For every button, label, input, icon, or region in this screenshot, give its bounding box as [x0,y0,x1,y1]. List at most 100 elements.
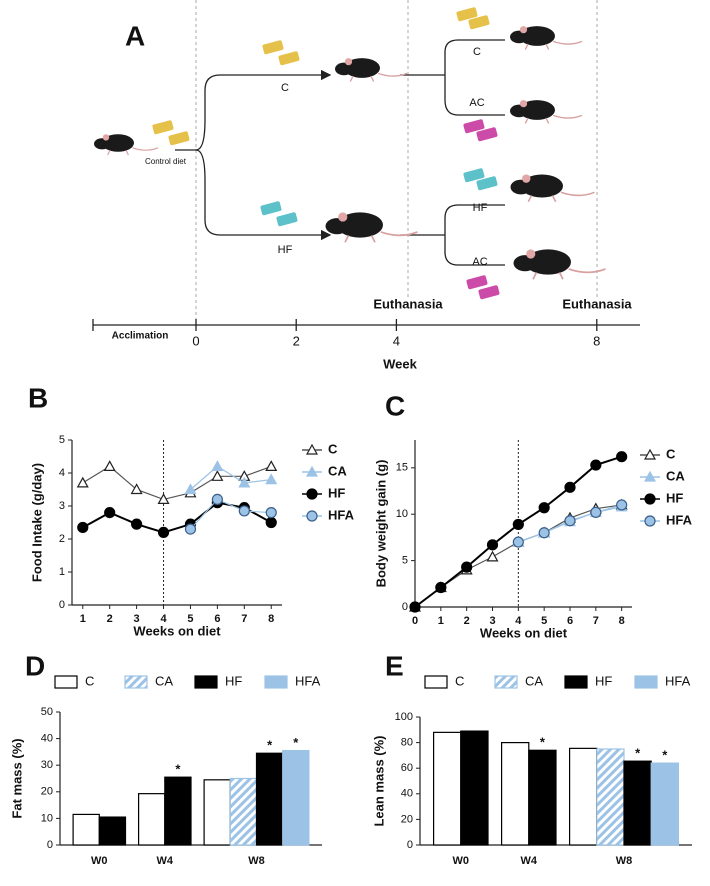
timeline-tick-label: 8 [593,333,600,348]
marker [265,506,277,519]
x-tick-label: 1 [438,615,444,627]
marker [616,499,628,511]
event-label: Euthanasia [373,296,443,311]
y-tick-label: 50 [41,706,53,718]
y-tick-label: 1 [59,566,65,578]
x-tick-label: W4 [157,855,174,867]
mouse-head [94,138,110,150]
mouse-legs [532,271,564,280]
arm-label: C [281,82,289,94]
legend-marker [643,470,657,482]
marker [590,506,602,518]
mouse-tail [552,40,583,45]
x-tick-label: 8 [268,613,274,625]
marker [157,493,170,504]
legend-label: CA [525,673,543,688]
marker [486,539,499,551]
panel-letter: E [385,650,404,681]
x-tick-label: W0 [91,855,108,867]
y-tick-label: 0 [59,599,65,611]
x-tick-label: 7 [593,615,599,627]
legend-label: C [85,673,94,688]
legend-label: CA [666,468,685,483]
mouse-tail [552,114,583,119]
diet-pellet [278,51,300,66]
y-tick-label: 100 [395,711,413,723]
bar [528,749,557,846]
legend-label: CA [155,673,173,688]
diet-pellet [476,176,498,191]
y-tick-label: 80 [401,737,413,749]
mouse-ear [102,134,110,141]
mouse-body [337,212,383,238]
marker [157,526,170,539]
mouse-body [525,249,571,275]
marker [238,505,250,517]
diet-pellet [466,275,488,290]
series-line [190,465,272,490]
panel-letter: C [385,390,405,421]
mouse-legs [344,234,376,243]
bar [650,762,680,846]
legend-marker [644,515,656,527]
y-tick-label: 40 [401,788,413,800]
marker [104,506,116,519]
mouse-legs [527,195,557,203]
branches [175,39,505,266]
y-tick-label: 30 [41,759,53,771]
y-axis-title: Lean mass (%) [371,735,386,826]
mouse-head [513,255,537,272]
subarm-label: AC [472,256,487,268]
mouse-icon [510,174,595,203]
bar [203,779,231,846]
x-tick-label: W0 [453,855,470,867]
marker [131,518,143,530]
mouse-head [510,30,528,44]
marker [130,483,143,495]
y-tick-label: 40 [41,733,53,745]
x-tick-label: 8 [619,615,625,627]
marker [461,561,473,573]
y-tick-label: 10 [41,812,53,824]
legend-label: C [666,446,676,461]
legend-marker [644,493,656,505]
y-axis-title: Body weight gain (g) [373,460,388,588]
legend-label: HFA [295,673,321,688]
marker [265,516,277,529]
legend-marker [306,510,318,522]
x-tick-label: W4 [521,855,538,867]
panel-letter: B [28,382,48,413]
marker [211,470,224,481]
mouse-head [335,62,353,76]
bar [623,760,652,846]
mouse-legs [349,75,375,82]
bar [501,741,530,846]
y-tick-label: 5 [402,555,408,567]
marker [409,601,421,613]
x-tick-label: 3 [489,615,495,627]
mouse-ear [526,249,536,259]
mouse-legs [107,149,129,156]
legend-marker [643,448,657,460]
diet-pellet [168,131,190,146]
bar [282,749,310,846]
bar [72,813,100,846]
x-axis-title: Weeks on diet [133,623,221,638]
y-axis-title: Food Intake (g/day) [29,463,44,582]
diet-pellet [152,120,174,135]
mouse-head [325,218,349,235]
x-tick-label: 2 [464,615,470,627]
timeline-tick-label: 0 [192,333,199,348]
mouse-legs [524,43,550,50]
mouse-tail [568,268,606,274]
mouse-ear [338,212,348,222]
legend-label: HFA [328,507,355,522]
marker [435,581,447,594]
marker [238,476,251,488]
mouse-icon [325,212,418,243]
x-tick-label: 2 [107,613,113,625]
y-tick-label: 2 [59,533,65,545]
bar [138,793,166,846]
marker [211,493,223,505]
marker [103,460,116,471]
